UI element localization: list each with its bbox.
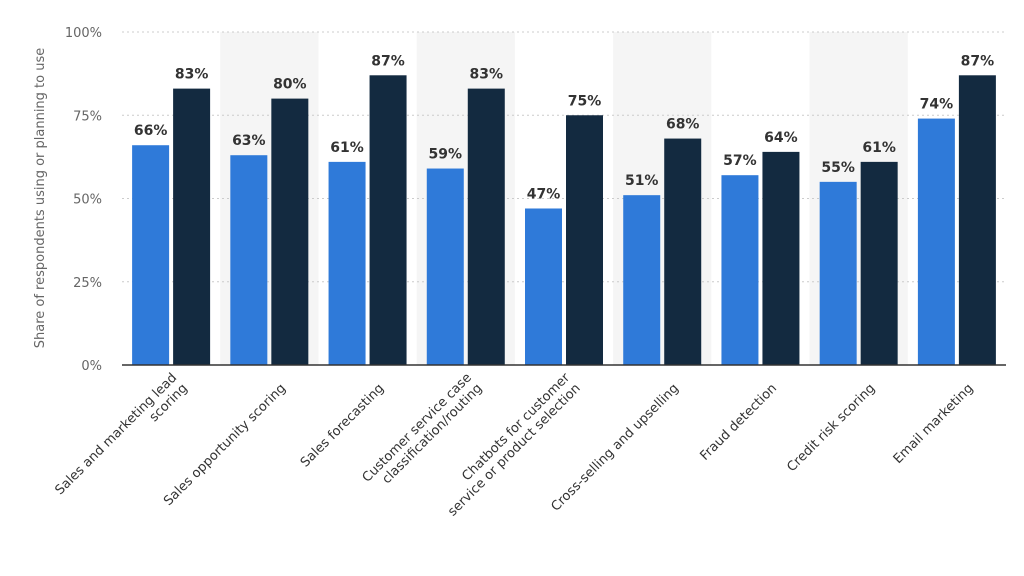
y-tick-label: 50% bbox=[73, 193, 102, 208]
bar bbox=[467, 88, 505, 366]
bar bbox=[230, 155, 268, 365]
bar bbox=[958, 75, 996, 365]
data-label: 61% bbox=[330, 140, 364, 156]
gridlines bbox=[122, 31, 1006, 283]
y-tick-label: 100% bbox=[65, 26, 102, 41]
data-label: 87% bbox=[371, 53, 405, 69]
x-tick-label: Fraud detection bbox=[697, 381, 780, 464]
x-tick-label: Email marketing bbox=[891, 381, 977, 467]
y-axis-label: Share of respondents using or planning t… bbox=[33, 48, 48, 349]
bar bbox=[369, 75, 407, 365]
data-label: 68% bbox=[666, 117, 700, 133]
bar bbox=[623, 195, 661, 365]
bar bbox=[271, 98, 309, 365]
bar bbox=[721, 175, 759, 365]
x-tick-label: Sales forecasting bbox=[298, 381, 387, 470]
data-label: 63% bbox=[232, 133, 266, 149]
bar bbox=[132, 145, 170, 365]
x-tick-label-line: Credit risk scoring bbox=[784, 381, 878, 475]
x-tick-label: Credit risk scoring bbox=[784, 381, 878, 475]
bar bbox=[173, 88, 211, 366]
data-label: 57% bbox=[723, 153, 757, 169]
data-label: 83% bbox=[470, 67, 504, 83]
bar bbox=[328, 161, 366, 365]
data-label: 80% bbox=[273, 77, 307, 93]
bars bbox=[132, 75, 996, 366]
data-label: 83% bbox=[175, 67, 209, 83]
data-label: 87% bbox=[961, 53, 995, 69]
bar bbox=[566, 115, 603, 365]
bar bbox=[819, 181, 857, 365]
bar bbox=[525, 208, 562, 365]
x-tick-label-line: Fraud detection bbox=[697, 381, 780, 464]
y-tick-label: 0% bbox=[81, 359, 102, 374]
data-label: 55% bbox=[821, 160, 855, 176]
bar bbox=[917, 118, 955, 365]
data-label: 64% bbox=[764, 130, 798, 146]
x-tick-label-line: Sales and marketing lead bbox=[53, 370, 181, 498]
y-tick-label: 25% bbox=[73, 276, 102, 291]
bar bbox=[664, 138, 702, 365]
data-label: 61% bbox=[862, 140, 896, 156]
data-label: 75% bbox=[568, 93, 602, 109]
data-label: 74% bbox=[920, 97, 954, 113]
data-label: 51% bbox=[625, 173, 659, 189]
value-labels: 66% 83% 63% 80% 61% 87% 59% 83% 47% 75% 51% 68% 57% 6… bbox=[134, 53, 994, 202]
bar bbox=[860, 161, 898, 365]
y-axis-ticks: 0% 25% 50% 75% 100% bbox=[65, 26, 102, 374]
data-label: 59% bbox=[429, 147, 463, 163]
bar bbox=[426, 168, 464, 365]
data-label: 66% bbox=[134, 123, 168, 139]
bar bbox=[762, 151, 800, 365]
data-label: 47% bbox=[527, 186, 561, 202]
y-tick-label: 75% bbox=[73, 109, 102, 124]
x-tick-label-line: Email marketing bbox=[891, 381, 977, 467]
x-tick-label-line: Sales forecasting bbox=[298, 381, 387, 470]
